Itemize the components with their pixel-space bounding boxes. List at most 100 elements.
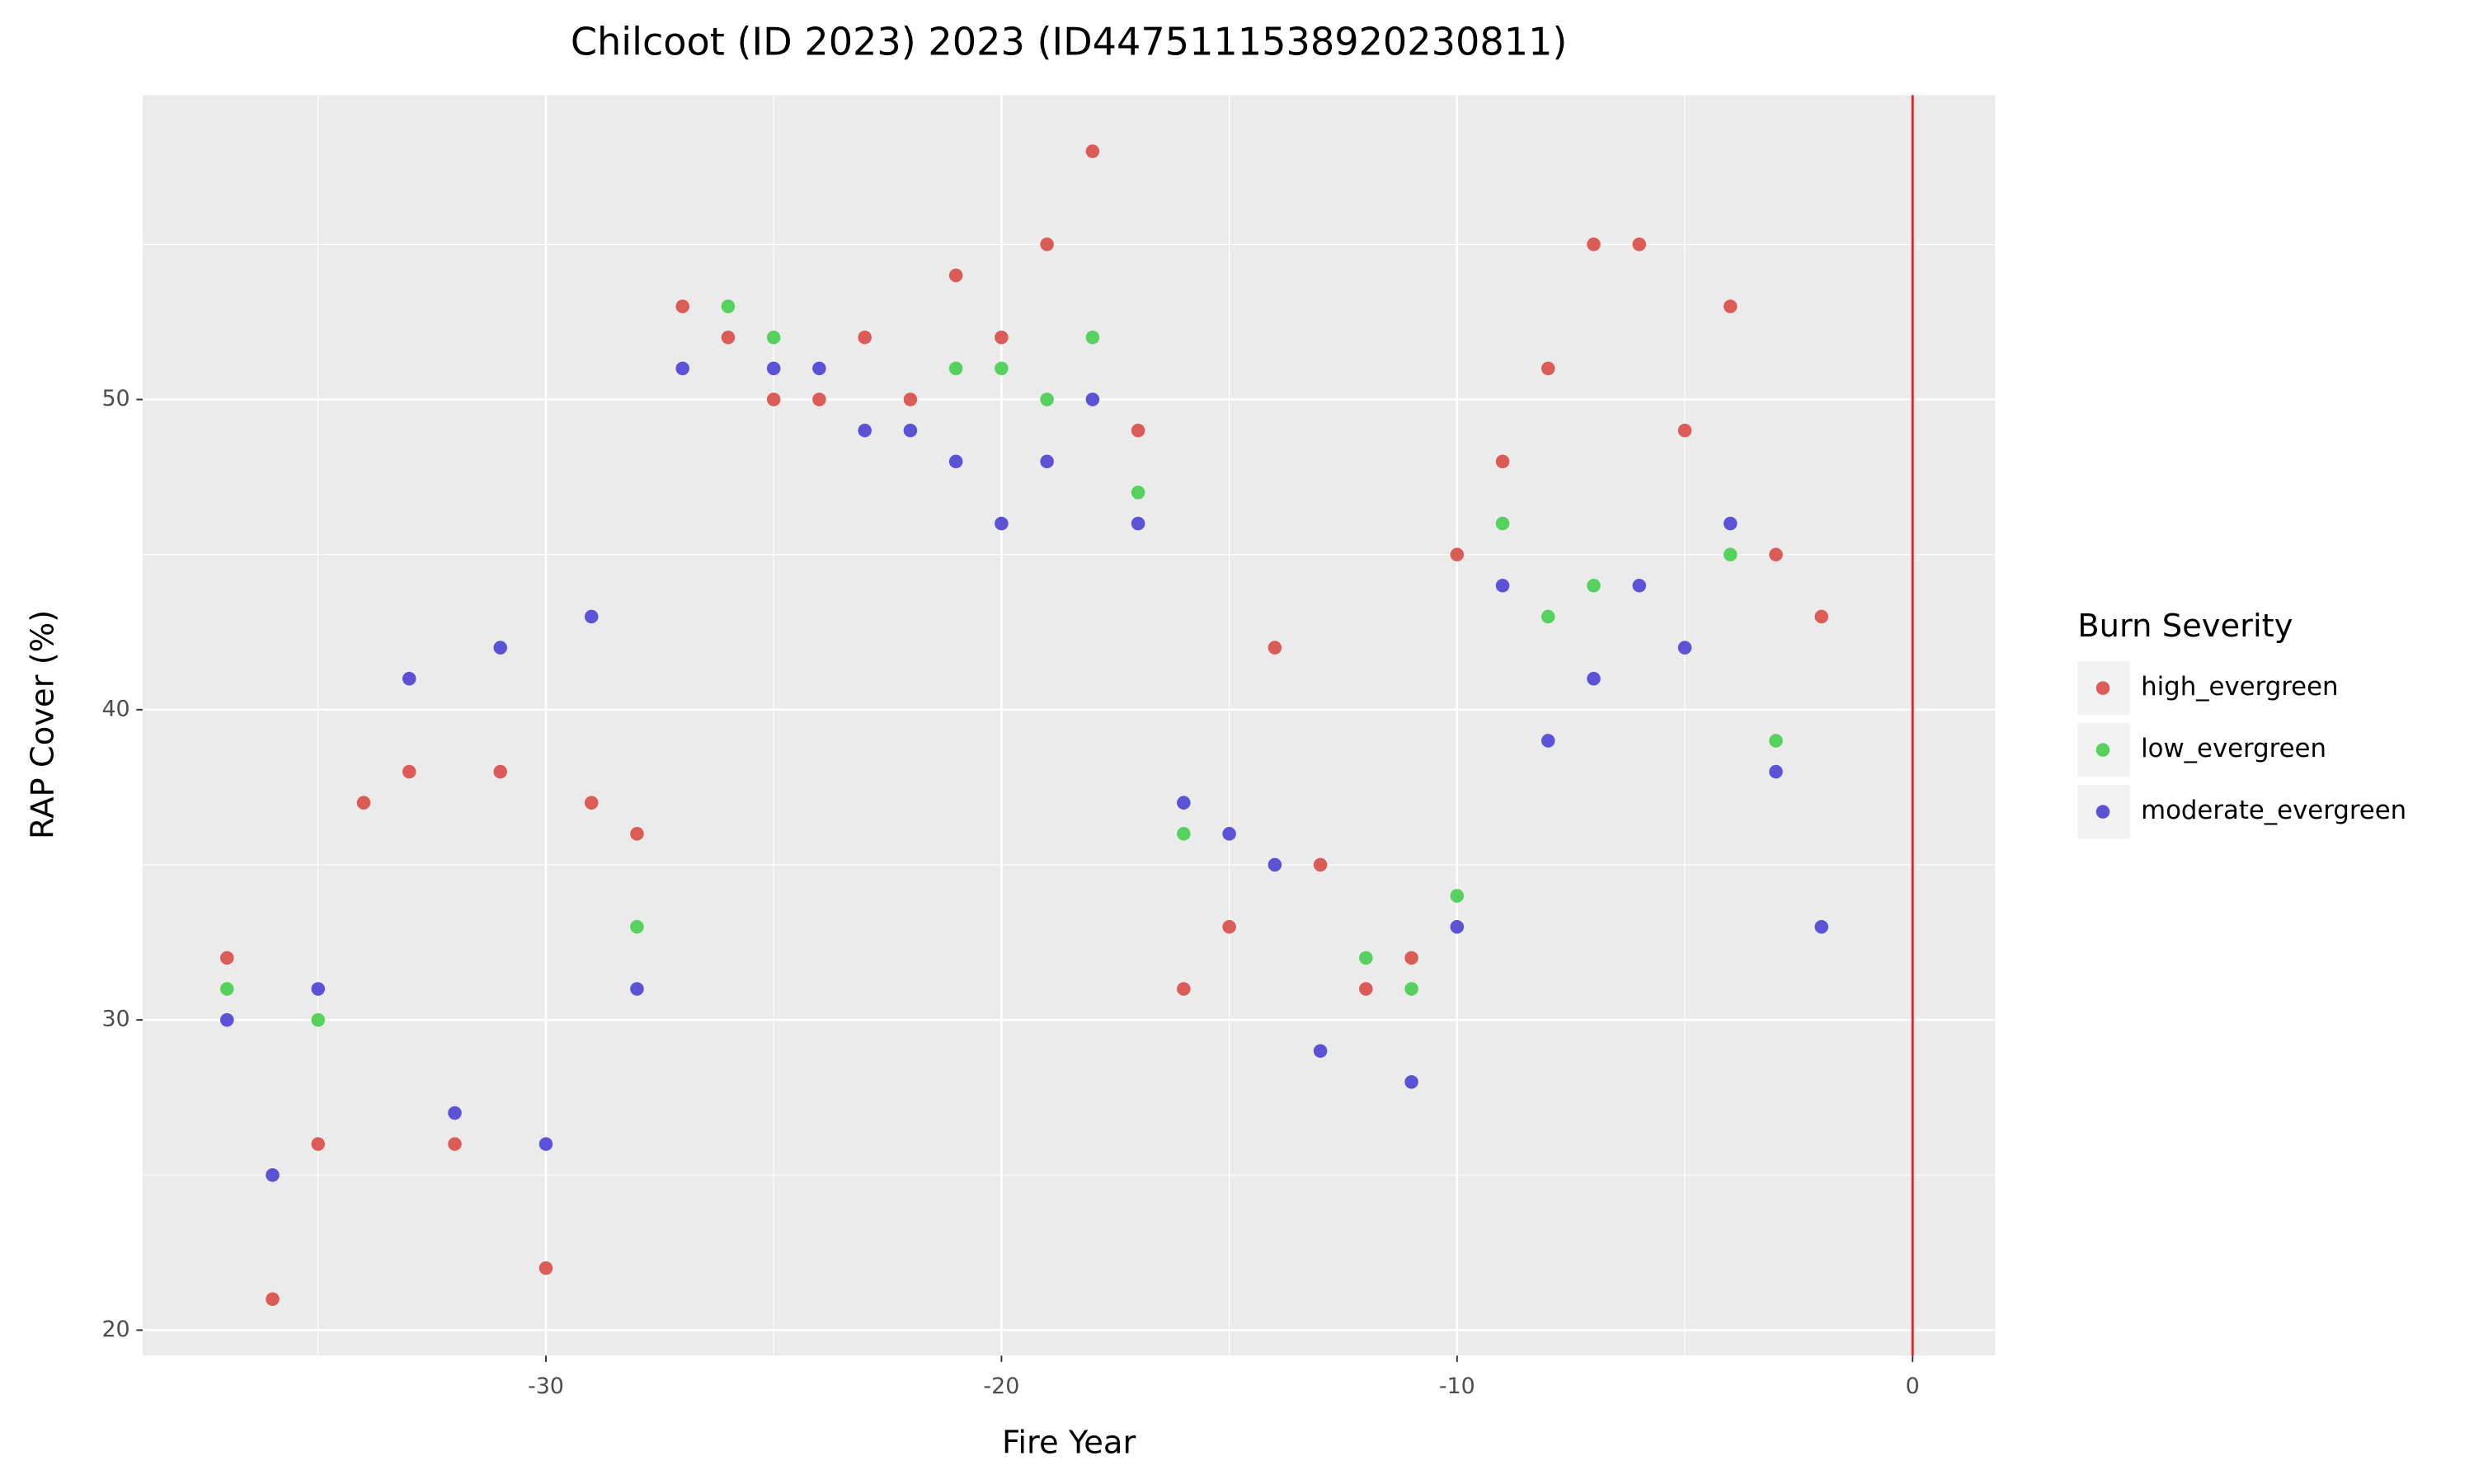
data-point bbox=[1404, 1075, 1418, 1089]
data-point bbox=[721, 330, 736, 345]
data-point bbox=[1177, 827, 1191, 841]
data-point bbox=[630, 827, 644, 841]
data-point bbox=[1541, 361, 1555, 376]
data-point bbox=[1814, 609, 1829, 624]
y-axis-title: RAP Cover (%) bbox=[24, 610, 61, 839]
legend-label: high_evergreen bbox=[2141, 672, 2338, 702]
data-point bbox=[1677, 641, 1692, 655]
data-point bbox=[948, 454, 963, 469]
legend-marker bbox=[2095, 681, 2110, 695]
data-point bbox=[1450, 889, 1465, 903]
data-point bbox=[220, 1012, 234, 1027]
data-point bbox=[1040, 237, 1054, 251]
data-point bbox=[1040, 392, 1054, 406]
data-point bbox=[1541, 734, 1555, 748]
data-point bbox=[630, 919, 644, 934]
data-point bbox=[1085, 330, 1100, 345]
data-point bbox=[721, 299, 736, 313]
data-point bbox=[1769, 764, 1783, 779]
data-point bbox=[1450, 547, 1465, 561]
data-point bbox=[1040, 454, 1054, 469]
data-point bbox=[995, 516, 1009, 531]
data-point bbox=[1632, 579, 1647, 593]
data-point bbox=[1495, 579, 1510, 593]
data-point bbox=[584, 796, 599, 810]
data-point bbox=[493, 641, 507, 655]
data-point bbox=[903, 423, 918, 438]
data-point bbox=[311, 1137, 326, 1151]
data-point bbox=[812, 361, 826, 376]
data-point bbox=[675, 361, 689, 376]
x-tick-label: -20 bbox=[983, 1374, 1019, 1399]
data-point bbox=[1313, 857, 1328, 872]
data-point bbox=[356, 796, 371, 810]
data-point bbox=[1677, 423, 1692, 438]
data-point bbox=[1313, 1044, 1328, 1058]
data-point bbox=[1495, 516, 1510, 531]
data-point bbox=[1541, 609, 1555, 624]
data-point bbox=[311, 982, 326, 996]
data-point bbox=[1177, 982, 1191, 996]
data-point bbox=[1404, 951, 1418, 965]
data-point bbox=[858, 423, 872, 438]
data-point bbox=[539, 1261, 553, 1275]
data-point bbox=[1632, 237, 1647, 251]
legend-marker bbox=[2095, 743, 2110, 757]
y-tick-label: 40 bbox=[101, 696, 129, 721]
data-point bbox=[995, 361, 1009, 376]
y-tick-label: 20 bbox=[101, 1317, 129, 1342]
data-point bbox=[493, 764, 507, 779]
data-point bbox=[1769, 547, 1783, 561]
data-point bbox=[1450, 919, 1465, 934]
data-point bbox=[1085, 144, 1100, 158]
data-point bbox=[903, 392, 918, 406]
data-point bbox=[995, 330, 1009, 345]
x-tick-label: -30 bbox=[528, 1374, 564, 1399]
data-point bbox=[402, 764, 416, 779]
legend-label: low_evergreen bbox=[2141, 734, 2326, 763]
data-point bbox=[1404, 982, 1418, 996]
y-tick-label: 50 bbox=[101, 386, 129, 411]
data-point bbox=[1131, 486, 1145, 500]
data-point bbox=[1587, 579, 1601, 593]
data-point bbox=[1587, 671, 1601, 686]
x-axis-title: Fire Year bbox=[1002, 1424, 1136, 1461]
data-point bbox=[1222, 919, 1236, 934]
data-point bbox=[266, 1292, 280, 1307]
data-point bbox=[402, 671, 416, 686]
data-point bbox=[1268, 857, 1282, 872]
y-tick-label: 30 bbox=[101, 1007, 129, 1032]
data-point bbox=[1587, 237, 1601, 251]
data-point bbox=[584, 609, 599, 624]
x-tick-label: 0 bbox=[1906, 1374, 1920, 1399]
data-point bbox=[1359, 951, 1373, 965]
data-point bbox=[539, 1137, 553, 1151]
data-point bbox=[1085, 392, 1100, 406]
data-point bbox=[630, 982, 644, 996]
data-point bbox=[311, 1012, 326, 1027]
legend-label: moderate_evergreen bbox=[2141, 796, 2406, 825]
data-point bbox=[766, 330, 781, 345]
plot-panel bbox=[143, 95, 1996, 1356]
data-point bbox=[766, 361, 781, 376]
data-point bbox=[1222, 827, 1236, 841]
data-point bbox=[1769, 734, 1783, 748]
data-point bbox=[1131, 516, 1145, 531]
data-point bbox=[948, 361, 963, 376]
data-point bbox=[448, 1106, 462, 1120]
data-point bbox=[1495, 454, 1510, 469]
data-point bbox=[1724, 299, 1738, 313]
data-point bbox=[858, 330, 872, 345]
x-tick-label: -10 bbox=[1439, 1374, 1475, 1399]
data-point bbox=[1724, 516, 1738, 531]
data-point bbox=[1814, 919, 1829, 934]
data-point bbox=[766, 392, 781, 406]
data-point bbox=[266, 1167, 280, 1182]
data-point bbox=[1359, 982, 1373, 996]
data-point bbox=[948, 268, 963, 283]
data-point bbox=[1177, 796, 1191, 810]
data-point bbox=[220, 982, 234, 996]
legend-title: Burn Severity bbox=[2077, 608, 2293, 645]
data-point bbox=[220, 951, 234, 965]
